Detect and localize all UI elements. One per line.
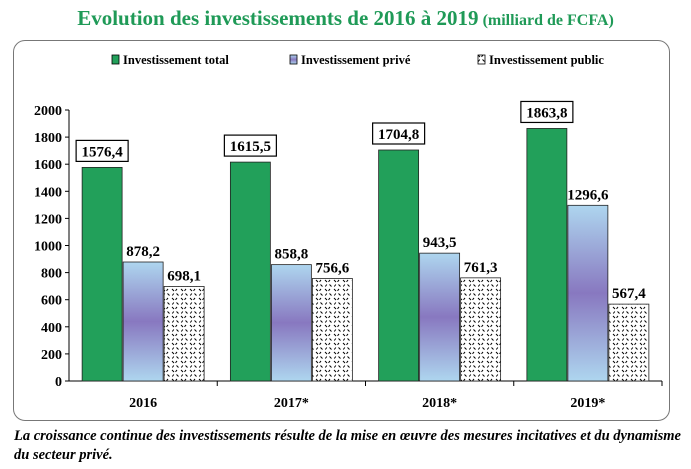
y-tick-label: 0 [55,375,62,390]
legend-label: Investissement total [123,53,229,67]
data-label-box [372,122,426,145]
bar-total [229,161,271,382]
y-tick-label: 200 [41,348,62,363]
x-tick-label: 2019* [570,396,605,411]
bar-total [378,149,420,382]
data-label: 1704,8 [378,127,419,143]
y-tick-label: 1600 [34,158,62,173]
bars [81,128,650,382]
legend-swatch [289,54,298,65]
legend-label: Investissement privé [301,53,411,67]
bar-public [608,303,650,382]
y-tick-label: 1400 [34,185,62,200]
legend: Investissement total Investissement privé… [111,53,604,67]
bar-prive [567,204,609,382]
bar-prive [419,252,461,382]
data-label-box [520,100,574,124]
data-label: 698,1 [167,268,201,284]
bar-total [526,128,568,382]
chart-title: Evolution des investissements de 2016 à … [0,6,691,31]
data-label: 1615,5 [230,139,271,155]
data-label: 1296,6 [567,187,609,203]
y-tick-label: 2000 [34,104,62,119]
data-label: 1576,4 [82,144,124,160]
data-label: 567,4 [612,286,646,302]
data-labels: 1576,4 878,2 698,1 1615,5 858,8 756,6 1704,8 94… [75,100,646,302]
bar-prive [122,261,164,382]
legend-swatch [477,54,486,65]
x-tick-label: 2016 [129,396,157,411]
y-tick-label: 1200 [34,212,62,227]
data-label: 943,5 [423,235,457,251]
bar-total [81,166,123,382]
bar-public [460,277,502,382]
chart-caption: La croissance continue des investissemen… [14,428,681,463]
bar-chart: Investissement total Investissement privé… [34,53,663,411]
y-tick-label: 800 [41,267,62,282]
data-label: 761,3 [464,260,498,276]
legend-label: Investissement public [489,53,604,67]
y-tick-label: 600 [41,294,62,309]
data-label: 756,6 [316,260,350,276]
y-tick-label: 400 [41,321,62,336]
chart-title-unit: (milliard de FCFA) [482,12,614,29]
x-tick-label: 2017* [274,396,309,411]
data-label: 878,2 [126,244,160,260]
data-label: 1863,8 [526,105,567,121]
legend-swatch [111,54,120,65]
x-tick-label: 2018* [422,396,457,411]
bar-public [311,278,353,382]
bar-prive [270,264,312,382]
y-tick-label: 1800 [34,131,62,146]
data-label: 858,8 [275,247,309,263]
bar-public [163,286,205,382]
data-label-box [75,139,129,162]
y-tick-label: 1000 [34,240,62,255]
chart-title-main: Evolution des investissements de 2016 à … [77,6,479,30]
data-label-box [223,134,277,157]
